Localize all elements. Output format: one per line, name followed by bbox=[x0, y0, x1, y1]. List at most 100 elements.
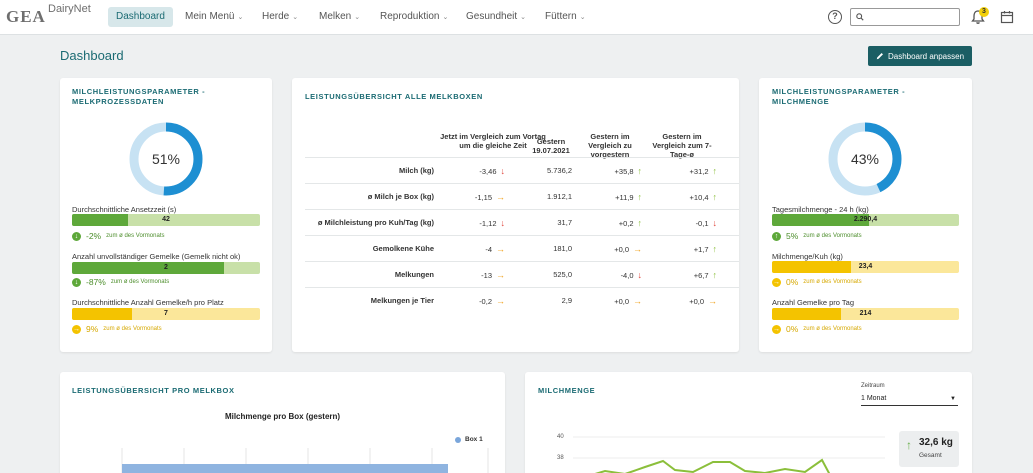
trend-note: zum ø des Vormonats bbox=[803, 326, 862, 332]
table-header: Gestern im Vergleich zum 7-Tage-ø bbox=[652, 132, 712, 159]
trend-row: ↑ 5% zum ø des Vormonats bbox=[772, 231, 862, 241]
table-cell: 5.736,2 bbox=[547, 158, 572, 184]
customize-dashboard-button[interactable]: Dashboard anpassen bbox=[868, 46, 972, 66]
legend-swatch bbox=[455, 437, 461, 443]
table-row-label: ø Milchleistung pro Kuh/Tag (kg) bbox=[317, 218, 434, 227]
metric-label: Anzahl unvollständiger Gemelke (Gemelk n… bbox=[72, 252, 241, 261]
chevron-down-icon: ⌄ bbox=[292, 14, 299, 21]
search-input[interactable] bbox=[867, 10, 957, 24]
card-milchmenge: MILCHLEISTUNGSPARAMETER - MILCHMENGE 43%… bbox=[759, 78, 972, 352]
table-cell: 2,9 bbox=[562, 288, 572, 314]
table-cell-value: +11,9 bbox=[615, 193, 634, 202]
metric-bar-fill bbox=[72, 262, 225, 274]
chevron-down-icon: ⌄ bbox=[520, 14, 527, 21]
table-cell-value: -0,2 bbox=[479, 297, 492, 306]
metric-label: Durchschnittliche Ansetzzeit (s) bbox=[72, 205, 177, 214]
table-row-label: Milch (kg) bbox=[399, 166, 434, 175]
trend-up-icon: ↑ bbox=[772, 231, 781, 241]
metric-value: 2 bbox=[164, 264, 168, 271]
card-pro-melkbox: LEISTUNGSÜBERSICHT PRO MELKBOX Milchmeng… bbox=[60, 372, 505, 473]
top-navigation: GEA DairyNet Dashboard Mein Menü ⌄ Herde ⌄… bbox=[0, 0, 1033, 35]
gea-logo[interactable]: GEA bbox=[6, 7, 46, 26]
help-icon[interactable]: ? bbox=[828, 10, 842, 24]
nav-gesundheit[interactable]: Gesundheit ⌄ bbox=[462, 7, 530, 27]
table-row: Milch (kg) -3,46 ↓ 5.736,2 +35,8 ↑ +31,2 ↑ bbox=[305, 157, 739, 183]
arrow-up-icon: ↑ bbox=[712, 166, 718, 176]
arrow-right-icon: → bbox=[633, 244, 642, 254]
calendar-icon[interactable] bbox=[1000, 10, 1014, 24]
table-cell: +0,0 → bbox=[614, 288, 642, 315]
trend-note: zum ø des Vormonats bbox=[110, 279, 170, 285]
table-cell: +0,0 → bbox=[689, 288, 717, 315]
table-row-label: Melkungen bbox=[394, 270, 434, 279]
table-cell-value: -1,15 bbox=[474, 193, 492, 202]
app-name: DairyNet bbox=[48, 3, 91, 15]
card-title: LEISTUNGSÜBERSICHT PRO MELKBOX bbox=[72, 386, 235, 395]
chevron-down-icon: ⌄ bbox=[354, 14, 361, 21]
table-cell: +1,7 ↑ bbox=[694, 236, 717, 263]
trend-row: → 9% zum ø des Vormonats bbox=[72, 324, 162, 334]
search-box[interactable] bbox=[850, 8, 960, 26]
metric-label: Durchschnittliche Anzahl Gemelke/h pro P… bbox=[72, 298, 224, 307]
trend-down-icon: ↓ bbox=[72, 231, 81, 241]
table-cell-value: -0,1 bbox=[695, 219, 709, 228]
table-cell-value: +0,0 bbox=[689, 297, 704, 306]
arrow-down-icon: ↓ bbox=[637, 270, 643, 280]
table-row: Melkungen -13 → 525,0 -4,0 ↓ +6,7 ↑ bbox=[305, 261, 739, 287]
trend-note: zum ø des Vormonats bbox=[106, 233, 165, 239]
nav-fuettern[interactable]: Füttern ⌄ bbox=[541, 7, 590, 27]
table-row-label: Melkungen je Tier bbox=[370, 296, 434, 305]
nav-mein-menue[interactable]: Mein Menü ⌄ bbox=[181, 7, 247, 27]
table-cell: 31,7 bbox=[557, 210, 572, 236]
table-row: ø Milch je Box (kg) -1,15 → 1.912,1 +11,9 ↑ +1… bbox=[305, 183, 739, 209]
bar-chart-plot bbox=[121, 448, 489, 473]
metric-value: 7 bbox=[164, 310, 168, 317]
table-cell: 525,0 bbox=[553, 262, 572, 288]
nav-melken[interactable]: Melken ⌄ bbox=[315, 7, 364, 27]
card-milchmenge-chart: MILCHMENGE Zeitraum 1 Monat ▼ ↑ 32,6 kg … bbox=[525, 372, 972, 473]
chevron-down-icon: ⌄ bbox=[237, 14, 244, 21]
arrow-down-icon: ↓ bbox=[500, 218, 506, 228]
table-cell-value: +35,8 bbox=[614, 167, 634, 176]
arrow-right-icon: → bbox=[496, 192, 505, 202]
table-cell-value: 31,7 bbox=[557, 218, 572, 227]
table-cell: +6,7 ↑ bbox=[694, 262, 717, 289]
y-tick-label: 38 bbox=[557, 455, 564, 461]
arrow-right-icon: → bbox=[496, 270, 505, 280]
search-icon bbox=[856, 13, 864, 21]
metric-bar-fill bbox=[72, 308, 133, 320]
y-tick-label: 40 bbox=[557, 434, 564, 440]
table-row-label: Gemolkene Kühe bbox=[372, 244, 434, 253]
arrow-down-icon: ↓ bbox=[712, 218, 718, 228]
donut-percent: 43% bbox=[850, 151, 880, 167]
card-title: MILCHMENGE bbox=[538, 386, 596, 395]
metric-value: 214 bbox=[859, 310, 872, 317]
card-title: MILCHLEISTUNGSPARAMETER - MILCHMENGE bbox=[772, 87, 906, 106]
nav-reproduktion[interactable]: Reproduktion ⌄ bbox=[376, 7, 452, 27]
table-cell: +10,4 ↑ bbox=[690, 184, 717, 211]
nav-herde[interactable]: Herde ⌄ bbox=[258, 7, 302, 27]
trend-row: → 0% zum ø des Vormonats bbox=[772, 324, 862, 334]
zeitraum-label: Zeitraum bbox=[861, 383, 885, 389]
card-title: LEISTUNGSÜBERSICHT ALLE MELKBOXEN bbox=[305, 92, 483, 101]
table-header: Gestern 19.07.2021 bbox=[532, 137, 570, 155]
table-cell-value: 1.912,1 bbox=[546, 192, 572, 201]
zeitraum-select[interactable]: 1 Monat ▼ bbox=[861, 393, 958, 406]
bar-box-1 bbox=[122, 464, 448, 473]
donut-chart bbox=[828, 122, 902, 196]
table-cell-value: 181,0 bbox=[553, 244, 572, 253]
nav-dashboard[interactable]: Dashboard bbox=[108, 7, 173, 27]
arrow-up-icon: ↑ bbox=[637, 166, 643, 176]
arrow-up-icon: ↑ bbox=[637, 192, 643, 202]
milchmenge-series-line bbox=[594, 458, 831, 473]
arrow-up-icon: ↑ bbox=[637, 218, 643, 228]
metric-label: Anzahl Gemelke pro Tag bbox=[772, 298, 854, 307]
summary-box: ↑ 32,6 kg Gesamt bbox=[899, 431, 959, 467]
trend-note: zum ø des Vormonats bbox=[803, 279, 862, 285]
arrow-right-icon: → bbox=[633, 296, 642, 306]
line-chart-plot bbox=[573, 436, 885, 473]
table-cell: -1,15 → bbox=[475, 184, 505, 211]
metric-bar: 7 bbox=[72, 308, 260, 320]
table-row: Gemolkene Kühe -4 → 181,0 +0,0 → +1,7 ↑ bbox=[305, 235, 739, 261]
legend-label: Box 1 bbox=[465, 436, 483, 443]
